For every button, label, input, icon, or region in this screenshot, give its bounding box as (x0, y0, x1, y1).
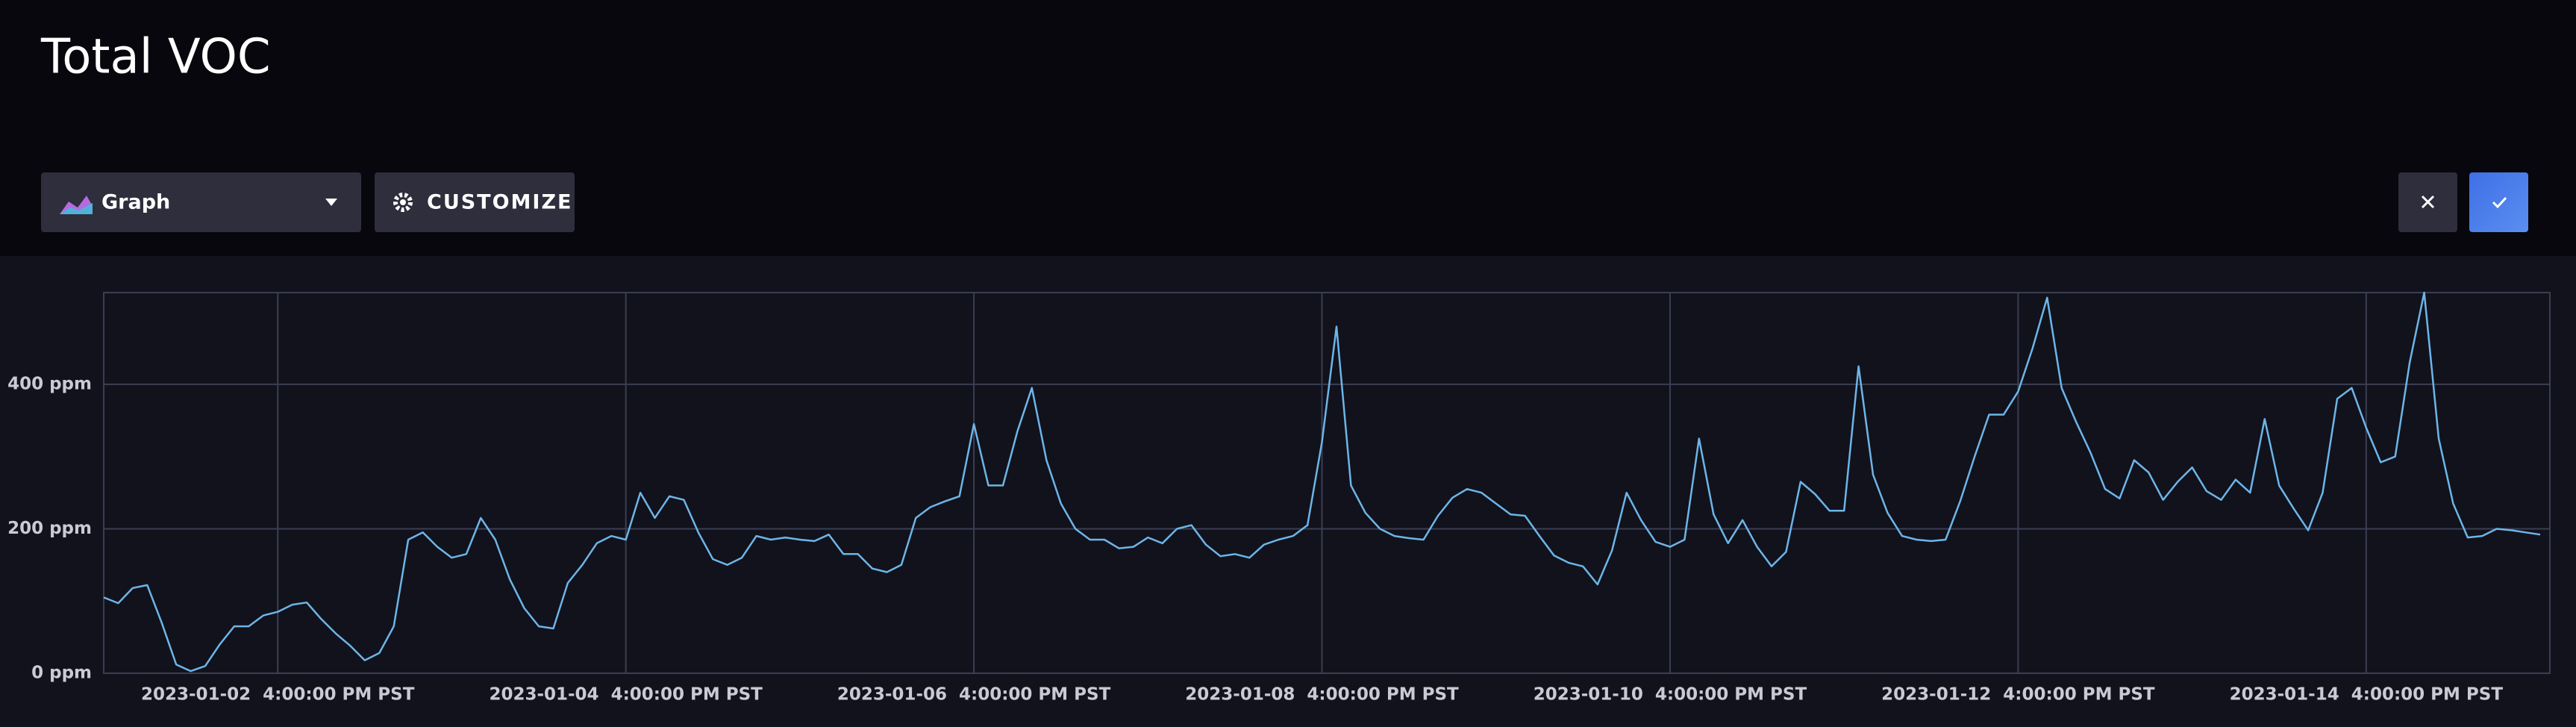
confirm-background[interactable] (2469, 172, 2528, 232)
x-tick-label: 2023-01-08 4:00:00 PM PST (1185, 685, 1459, 705)
gear-center (400, 199, 406, 205)
confirm-button[interactable] (2469, 172, 2528, 232)
dropdown-background[interactable] (41, 172, 361, 232)
x-tick-label: 2023-01-10 4:00:00 PM PST (1534, 685, 1807, 705)
x-tick-label: 2023-01-12 4:00:00 PM PST (1881, 685, 2155, 705)
gear-icon (393, 193, 413, 212)
chart-panel (0, 256, 2576, 727)
dropdown-caret (325, 199, 337, 206)
x-tick-label: 2023-01-06 4:00:00 PM PST (837, 685, 1111, 705)
view-dropdown[interactable]: Graph (41, 172, 361, 232)
data-line (103, 291, 2541, 673)
y-tick-label: 400 ppm (7, 374, 92, 393)
graph-icon-front (60, 203, 93, 214)
cancel-button[interactable] (2398, 172, 2457, 232)
y-tick-label: 0 ppm (31, 664, 92, 683)
x-tick-label: 2023-01-02 4:00:00 PM PST (141, 685, 415, 705)
x-tick-label: 2023-01-04 4:00:00 PM PST (489, 685, 763, 705)
x-tick-label: 2023-01-14 4:00:00 PM PST (2230, 685, 2504, 705)
y-tick-label: 200 ppm (7, 519, 92, 538)
confirm-icon (2492, 196, 2507, 209)
page-title: Total VOC (40, 30, 271, 85)
customize-background[interactable] (375, 172, 575, 232)
dropdown-label: Graph (101, 191, 170, 214)
customize-button[interactable]: CUSTOMIZE (375, 172, 575, 232)
customize-label: CUSTOMIZE (427, 191, 573, 214)
cancel-icon (2421, 195, 2435, 209)
